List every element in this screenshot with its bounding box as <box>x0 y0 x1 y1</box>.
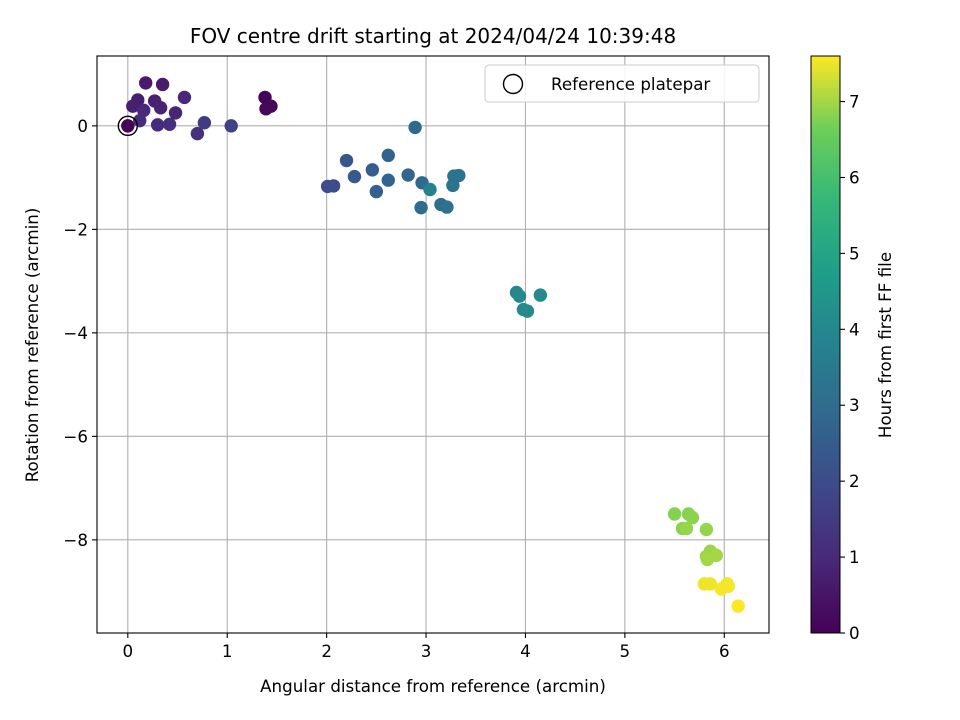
plot-frame <box>96 55 770 634</box>
colorbar-tick-label: 4 <box>849 319 860 339</box>
scatter-point <box>699 522 714 537</box>
scatter-point <box>339 153 354 168</box>
legend-label: Reference platepar <box>551 74 710 94</box>
x-tick-label: 3 <box>421 641 432 661</box>
y-tick-label: −6 <box>63 426 88 446</box>
scatter-point <box>408 120 422 135</box>
x-axis-label: Angular distance from reference (arcmin) <box>260 676 606 696</box>
scatter-point <box>133 113 147 128</box>
scatter-point <box>667 507 682 521</box>
x-tick-label: 4 <box>520 641 531 661</box>
colorbar-tick-label: 1 <box>849 547 860 567</box>
scatter-point <box>721 579 735 594</box>
x-tick-label: 0 <box>123 641 134 661</box>
x-tick-label: 6 <box>719 641 730 661</box>
scatter-point <box>190 126 205 141</box>
colorbar-tick-label: 2 <box>849 471 860 491</box>
y-tick-label: 0 <box>77 116 88 136</box>
scatter-point <box>365 163 380 177</box>
colorbar-tick-label: 0 <box>849 623 860 643</box>
x-tick-label: 5 <box>620 641 631 661</box>
y-ticks: 0 −2 −4 −6 −8 <box>63 116 97 550</box>
scatter-point <box>224 119 238 133</box>
scatter-point <box>401 168 415 182</box>
scatter-point <box>177 90 192 105</box>
x-tick-label: 2 <box>321 641 332 661</box>
scatter-point <box>423 182 437 197</box>
legend-box <box>484 64 760 103</box>
x-ticks: 0 1 2 3 4 5 6 <box>123 633 730 661</box>
grid <box>97 56 769 633</box>
scatter-point <box>168 106 183 120</box>
colorbar-label: Hours from first FF file <box>875 252 895 438</box>
colorbar <box>810 55 841 634</box>
scatter-point <box>533 288 548 302</box>
colorbar-tick-label: 3 <box>849 395 860 415</box>
colorbar-tick-label: 6 <box>849 167 860 187</box>
x-tick-label: 1 <box>222 641 233 661</box>
scatter-point <box>326 179 341 193</box>
scatter-point <box>512 289 527 303</box>
scatter-point <box>381 148 395 163</box>
scatter-point <box>162 117 177 132</box>
scatter-point <box>679 521 694 536</box>
scatter-point <box>685 510 700 525</box>
colorbar-ticks: 0 1 2 3 4 5 6 7 <box>840 92 860 643</box>
scatter-point <box>703 577 718 591</box>
scatter-point <box>520 304 535 318</box>
scatter-point <box>155 77 170 92</box>
scatter-point <box>153 101 168 115</box>
scatter-point <box>709 548 724 563</box>
y-tick-label: −4 <box>63 323 88 343</box>
scatter-point <box>150 118 165 132</box>
colorbar-tick-label: 5 <box>849 243 860 263</box>
reference-layer <box>117 115 139 137</box>
scatter-point <box>381 173 395 187</box>
scatter-point <box>440 200 454 214</box>
y-tick-label: −2 <box>63 219 88 239</box>
scatter-point <box>731 599 745 613</box>
reference-platepar-marker <box>117 115 139 137</box>
scatter-point <box>414 200 428 215</box>
scatter-point <box>197 116 212 130</box>
scatter-point <box>259 102 273 116</box>
scatter-point <box>126 99 140 113</box>
scatter-point <box>369 184 384 199</box>
colorbar-tick-label: 7 <box>849 92 860 112</box>
scatter-point <box>347 169 362 184</box>
y-axis-label: Rotation from reference (arcmin) <box>22 208 42 483</box>
chart-title: FOV centre drift starting at 2024/04/24 … <box>190 24 676 48</box>
data-points <box>121 76 745 613</box>
legend: Reference platepar <box>484 64 760 103</box>
legend-marker-icon <box>502 73 524 95</box>
scatter-point <box>139 76 153 90</box>
scatter-point <box>137 103 151 118</box>
scatter-point <box>121 119 135 133</box>
y-tick-label: −8 <box>63 530 88 550</box>
scatter-point <box>452 168 466 183</box>
